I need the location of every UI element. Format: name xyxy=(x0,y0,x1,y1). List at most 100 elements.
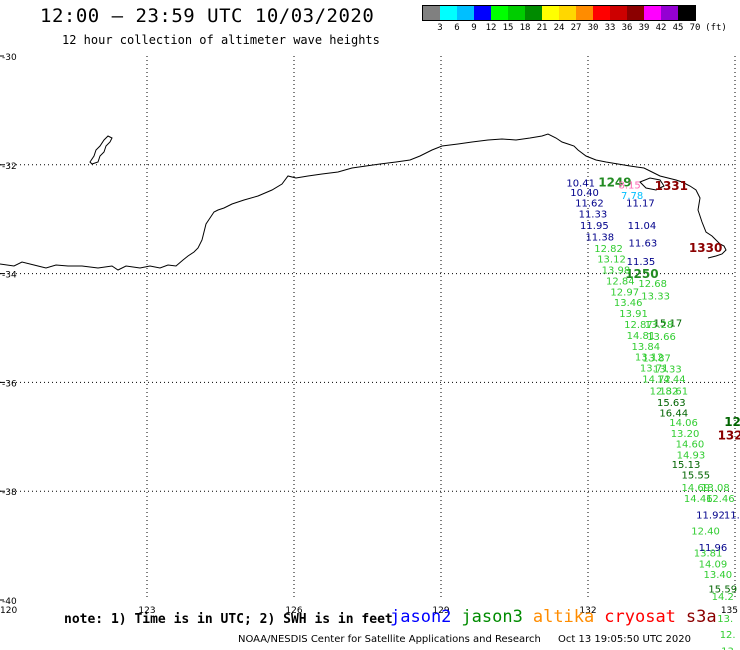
wave-height-value: 14.46 xyxy=(684,494,713,505)
legend-label: 30 xyxy=(587,23,599,33)
satellite-altika: altika xyxy=(532,607,595,627)
wave-height-value: 11.8 xyxy=(724,510,740,521)
track-cryosat: 7.78 xyxy=(621,191,643,202)
wave-height-value: 11.04 xyxy=(628,221,657,232)
wave-height-value: 13.87 xyxy=(642,354,671,365)
wave-height-value: 14.60 xyxy=(676,440,705,451)
legend-swatch xyxy=(474,6,491,20)
wave-height-value: 13.12 xyxy=(635,353,664,364)
wave-height-value: 13.84 xyxy=(631,342,660,353)
track-jason3: 1249 xyxy=(598,176,631,190)
wave-height-value: 13.98 xyxy=(602,266,631,277)
wave-height-value: 15.55 xyxy=(681,471,710,482)
altimeter-tracks: 10.4110.4011.6211.3311.9511.38124911.171… xyxy=(566,176,740,650)
wave-height-value: 13. xyxy=(717,614,733,625)
wave-height-value: 15.13 xyxy=(672,460,701,471)
wave-height-value: 12.84 xyxy=(606,276,635,287)
satellite-key: jason2 jason3 altika cryosat s3a xyxy=(390,607,727,627)
legend-label: 24 xyxy=(553,23,565,33)
legend-swatch xyxy=(440,6,457,20)
pass-time-label: 132 xyxy=(718,429,740,443)
wave-height-value: 14.06 xyxy=(669,418,698,429)
lon-label: 126 xyxy=(285,606,302,616)
lat-label: -38 xyxy=(2,488,17,498)
wave-height-value: 13.81 xyxy=(694,548,723,559)
track-s3a: 1331 xyxy=(655,179,688,193)
wave-height-value: 11.17 xyxy=(626,199,655,210)
satellite-cryosat: cryosat xyxy=(604,607,676,627)
wave-height-value: 7.78 xyxy=(621,191,643,202)
wave-height-value: 11.92 xyxy=(696,510,725,521)
island-coast xyxy=(89,135,113,165)
legend-label: 15 xyxy=(502,23,514,33)
wave-height-value: 14.81 xyxy=(627,331,656,342)
lat-label: -40 xyxy=(2,597,17,607)
wave-height-value: 13. xyxy=(721,646,737,650)
wave-height-value: 14.2 xyxy=(712,592,734,603)
wave-height-value: 12.82 xyxy=(650,386,679,397)
track-s3a: 1330 xyxy=(689,241,722,255)
legend-swatch xyxy=(525,6,542,20)
legend-swatch xyxy=(610,6,627,20)
wave-height-value: 12. xyxy=(720,630,736,641)
lon-label: 135 xyxy=(721,606,738,616)
wave-height-value: 13.33 xyxy=(641,292,670,303)
map-title: 12:00 – 23:59 UTC 10/03/2020 xyxy=(40,5,375,27)
wave-height-value: 14.44 xyxy=(657,374,686,385)
wave-height-value: 15.17 xyxy=(654,318,683,329)
legend-label: 39 xyxy=(638,23,650,33)
wave-height-value: 11.96 xyxy=(699,543,728,554)
legend-swatch xyxy=(491,6,508,20)
wave-height-value: 13.66 xyxy=(647,332,676,343)
wave-height-value: 15.63 xyxy=(657,398,686,409)
legend-swatch xyxy=(593,6,610,20)
legend-label: 12 xyxy=(485,23,497,33)
satellite-s3a: s3a xyxy=(685,607,717,627)
lat-label: -34 xyxy=(2,271,17,281)
legend-label: 21 xyxy=(536,23,548,33)
wave-height-value: 13.12 xyxy=(597,255,626,266)
wave-height-value: 8.15 xyxy=(619,181,641,192)
legend-label: 9 xyxy=(471,23,477,33)
wave-height-value: 13.33 xyxy=(653,365,682,376)
legend-swatch xyxy=(559,6,576,20)
units-note: note: 1) Time is in UTC; 2) SWH is in fe… xyxy=(64,612,393,627)
wave-height-value: 16.44 xyxy=(659,409,688,420)
legend-label: 70 xyxy=(689,23,701,33)
lat-label: -30 xyxy=(2,53,17,63)
footer-timestamp: Oct 13 19:05:50 UTC 2020 xyxy=(558,634,691,645)
lon-label: 123 xyxy=(138,606,155,616)
wave-height-value: 14.09 xyxy=(699,559,728,570)
wave-height-value: 13.46 xyxy=(614,298,643,309)
wave-height-legend: 3 6 9 12 15 18 21 24 27 30 33 36 39 42 45 70 (ft) xyxy=(422,5,727,33)
wave-height-value: 13.28 xyxy=(645,320,674,331)
lon-label: 120 xyxy=(0,606,17,616)
wave-height-value: 13.71 xyxy=(640,364,669,375)
wave-height-value: 14.72 xyxy=(642,374,671,385)
legend-swatch xyxy=(508,6,525,20)
wave-height-value: 11.33 xyxy=(579,210,608,221)
wave-height-value: 13.40 xyxy=(704,570,733,581)
pass-time-label: 1249 xyxy=(598,176,631,190)
legend-swatch xyxy=(644,6,661,20)
legend-label: 6 xyxy=(454,23,460,33)
pass-time-label: 12 xyxy=(724,415,740,429)
map-subtitle: 12 hour collection of altimeter wave hei… xyxy=(62,33,380,47)
legend-swatch xyxy=(678,6,695,20)
legend-label: 42 xyxy=(655,23,667,33)
legend-label: 18 xyxy=(519,23,531,33)
lon-label: 132 xyxy=(579,606,596,616)
wave-height-value: 12.40 xyxy=(691,527,720,538)
wave-height-value: 12.46 xyxy=(706,494,735,505)
satellite-jason2: jason2 xyxy=(390,607,452,627)
lat-label: -36 xyxy=(2,379,17,389)
legend-labels: 3 6 9 12 15 18 21 24 27 30 33 36 39 42 45 70 (ft) xyxy=(422,21,727,33)
legend-swatch xyxy=(457,6,474,20)
pass-time-label: 1331 xyxy=(655,179,688,193)
wave-height-value: 12.87 xyxy=(624,320,653,331)
small-island-coast xyxy=(639,177,665,191)
